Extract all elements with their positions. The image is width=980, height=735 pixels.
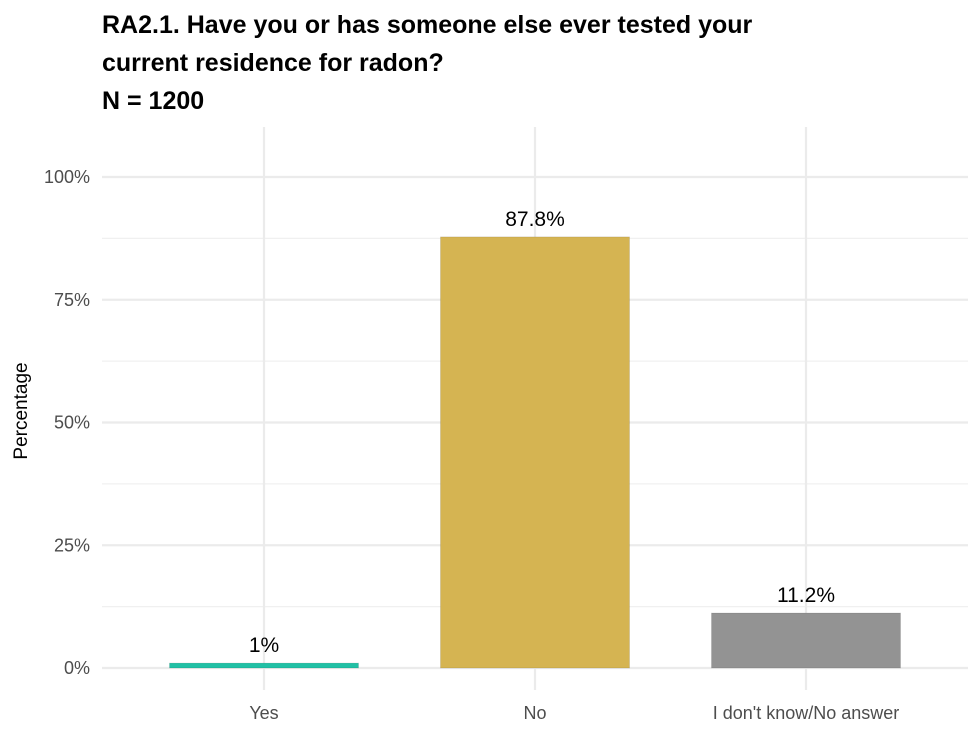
title-line-2: current residence for radon? (102, 49, 444, 77)
data-label: 87.8% (505, 208, 565, 231)
title-line-3: N = 1200 (102, 87, 205, 115)
y-axis-ticks: 0% 25% 50% 75% 100% (44, 167, 90, 678)
data-label: 11.2% (777, 584, 835, 607)
y-tick-label: 50% (54, 413, 90, 433)
x-tick-label: No (523, 703, 546, 723)
title-line-1: RA2.1. Have you or has someone else ever… (102, 11, 753, 39)
y-tick-label: 25% (54, 535, 90, 555)
bars (169, 236, 901, 669)
y-axis-label: Percentage (11, 362, 32, 459)
x-tick-label: Yes (249, 703, 278, 723)
data-label: 1% (249, 634, 279, 657)
x-axis-ticks: Yes No I don't know/No answer (249, 703, 899, 723)
bar-i-don-t-know-no-answer (711, 612, 901, 669)
y-tick-label: 100% (44, 167, 90, 187)
data-labels: 1% 87.8% 11.2% (249, 208, 835, 657)
y-tick-label: 75% (54, 290, 90, 310)
bar-no (440, 236, 630, 669)
x-tick-label: I don't know/No answer (713, 703, 900, 723)
chart-title: RA2.1. Have you or has someone else ever… (102, 6, 962, 120)
y-tick-label: 0% (64, 658, 90, 678)
bar-yes (169, 662, 359, 669)
